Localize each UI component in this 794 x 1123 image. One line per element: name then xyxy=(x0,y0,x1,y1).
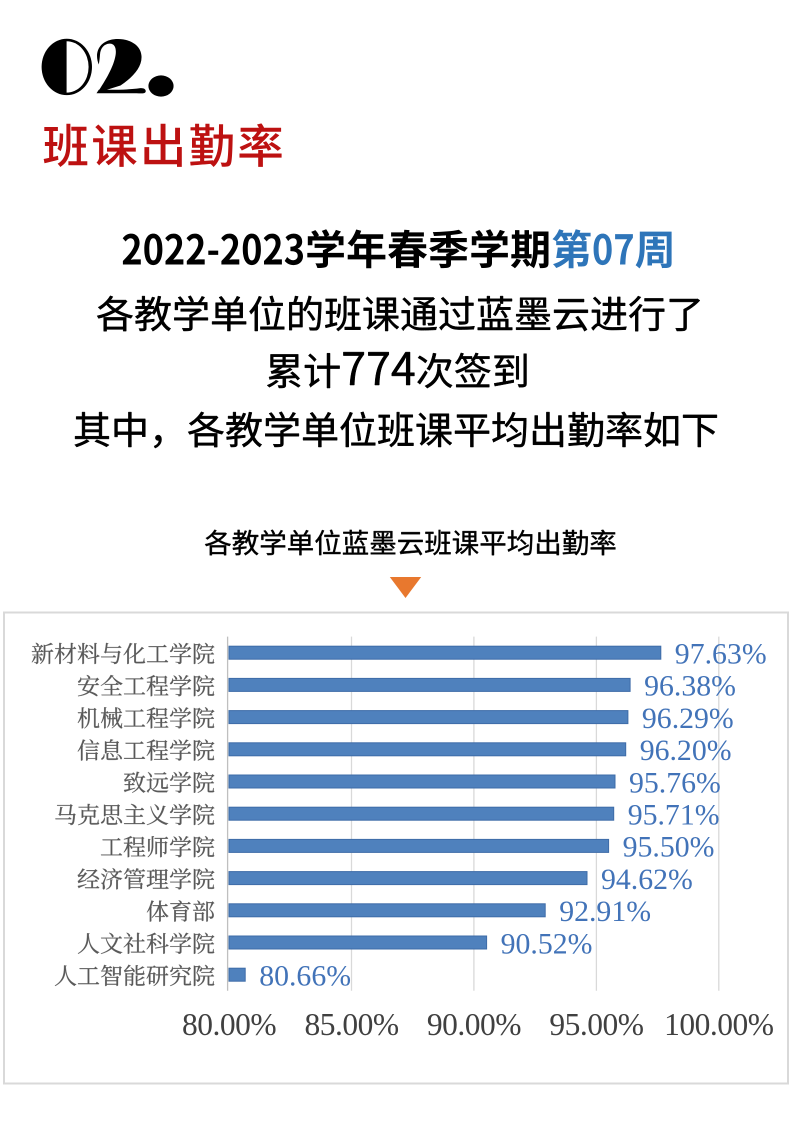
svg-text:96.38%: 96.38% xyxy=(644,670,736,703)
svg-text:95.76%: 95.76% xyxy=(629,766,721,799)
svg-text:95.00%: 95.00% xyxy=(549,1007,643,1042)
svg-text:85.00%: 85.00% xyxy=(304,1007,398,1042)
svg-text:95.50%: 95.50% xyxy=(623,831,715,864)
svg-text:95.71%: 95.71% xyxy=(628,799,720,832)
svg-text:80.66%: 80.66% xyxy=(259,960,351,993)
svg-text:96.29%: 96.29% xyxy=(642,702,734,735)
svg-text:97.63%: 97.63% xyxy=(675,638,767,671)
svg-text:96.20%: 96.20% xyxy=(640,734,732,767)
svg-text:100.00%: 100.00% xyxy=(664,1007,774,1042)
svg-text:90.52%: 90.52% xyxy=(501,927,593,960)
svg-text:90.00%: 90.00% xyxy=(427,1007,521,1042)
svg-text:80.00%: 80.00% xyxy=(182,1007,276,1042)
svg-text:94.62%: 94.62% xyxy=(601,863,693,896)
svg-text:92.91%: 92.91% xyxy=(559,895,651,928)
